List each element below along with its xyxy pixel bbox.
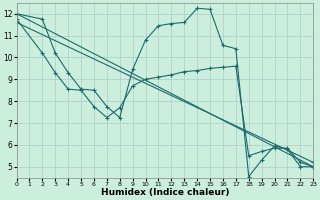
X-axis label: Humidex (Indice chaleur): Humidex (Indice chaleur) (101, 188, 229, 197)
